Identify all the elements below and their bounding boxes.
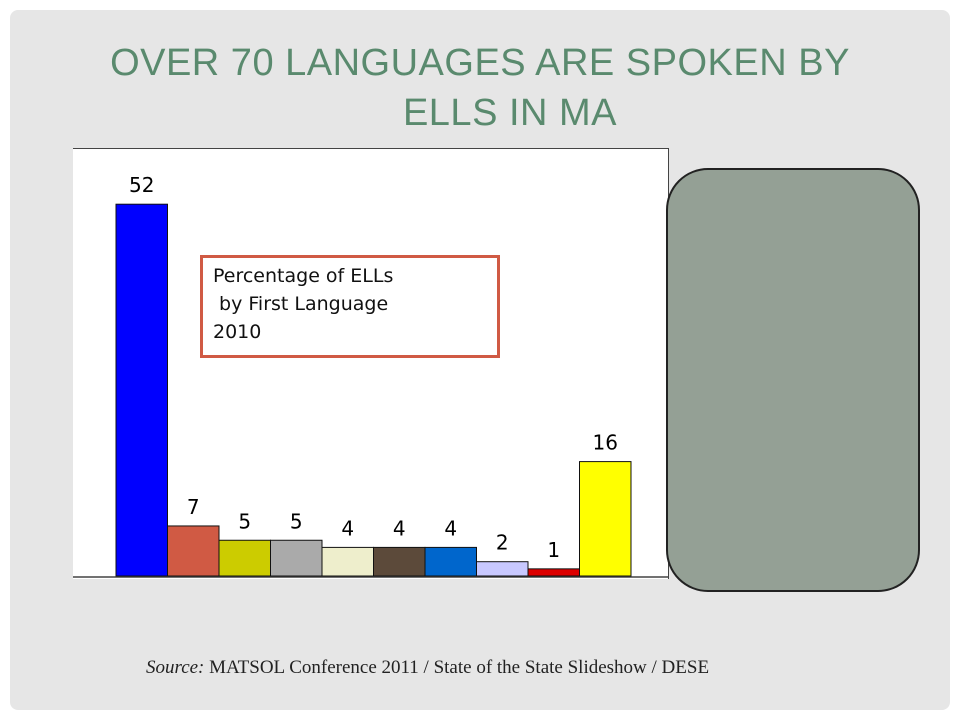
bar-value-label-4: 5 bbox=[290, 509, 303, 533]
bar-8 bbox=[476, 561, 529, 577]
source-label: Source: bbox=[146, 657, 205, 678]
bar-4 bbox=[270, 539, 323, 577]
bar-1 bbox=[115, 203, 168, 577]
bar-value-label-9: 1 bbox=[547, 538, 560, 562]
bar-value-label-6: 4 bbox=[393, 516, 406, 540]
bar-value-label-5: 4 bbox=[341, 516, 354, 540]
bar-6 bbox=[373, 546, 426, 577]
value-labels-group: 52 7 5 5 4 4 4 2 1 16 bbox=[129, 173, 618, 562]
bars-group bbox=[115, 203, 632, 577]
title-line-1: OVER 70 LANGUAGES ARE SPOKEN BY bbox=[110, 42, 850, 84]
bar-3 bbox=[218, 539, 271, 577]
source-text: MATSOL Conference 2011 / State of the St… bbox=[204, 657, 710, 678]
bar-value-label-3: 5 bbox=[238, 509, 251, 533]
bar-value-label-2: 7 bbox=[187, 495, 200, 519]
bar-value-label-1: 52 bbox=[129, 173, 154, 197]
bar-5 bbox=[321, 546, 374, 577]
source-citation: Source: MATSOL Conference 2011 / State o… bbox=[146, 654, 786, 681]
bar-value-label-10: 16 bbox=[593, 431, 618, 455]
title-line-2: ELLS IN MA bbox=[402, 92, 618, 134]
slide-title: OVER 70 LANGUAGES ARE SPOKEN BY ELLS IN … bbox=[0, 38, 960, 138]
chart-annotation-box: Percentage of ELLs by First Language 201… bbox=[200, 255, 500, 358]
bar-7 bbox=[424, 546, 477, 577]
bar-9 bbox=[527, 568, 580, 577]
bar-value-label-8: 2 bbox=[496, 531, 509, 555]
bar-value-label-7: 4 bbox=[444, 516, 457, 540]
bar-10 bbox=[579, 461, 632, 577]
bar-2 bbox=[167, 525, 220, 577]
legend-panel bbox=[666, 168, 920, 592]
